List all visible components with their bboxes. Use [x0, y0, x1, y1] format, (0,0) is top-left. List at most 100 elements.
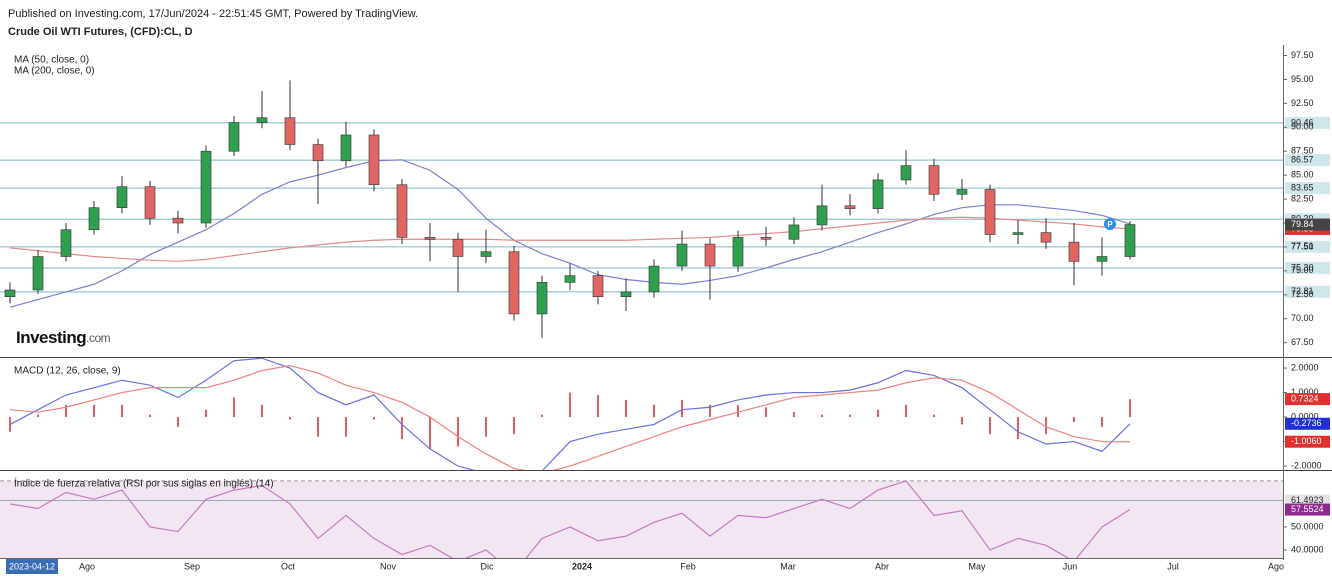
macd-histogram-bar	[793, 412, 795, 418]
candle-body	[172, 217, 184, 224]
value-box	[1285, 393, 1330, 406]
level-box	[1285, 182, 1330, 195]
y-tick-label: 97.50	[1291, 50, 1314, 60]
candle-body	[648, 265, 660, 293]
y-tick-label: 82.50	[1291, 193, 1314, 203]
macd-histogram-bar	[261, 404, 263, 418]
macd-histogram-bar	[345, 417, 347, 437]
watermark: Investing.com	[16, 328, 111, 347]
candle-body	[676, 243, 688, 267]
candle-body	[200, 150, 212, 224]
candle-body	[928, 165, 940, 195]
macd-histogram-bar	[1129, 399, 1131, 418]
value-box	[1285, 435, 1330, 448]
value-box-label: -1.0060	[1291, 436, 1322, 446]
level-label: 83.65	[1291, 182, 1314, 192]
y-tick-label: 2.0000	[1291, 362, 1319, 372]
candle-body	[1068, 241, 1080, 262]
x-tick-label: Abr	[875, 561, 889, 571]
macd-histogram-bar	[765, 407, 767, 418]
macd-histogram-bar	[513, 417, 515, 435]
macd-histogram-bar	[821, 414, 823, 418]
level-label: 75.30	[1291, 262, 1314, 272]
macd-line	[9, 358, 1131, 470]
macd-histogram-bar	[681, 399, 683, 418]
candle-body	[144, 186, 156, 219]
macd-histogram-bar	[1017, 417, 1019, 440]
macd-histogram-bar	[233, 397, 235, 418]
candle-body	[480, 251, 492, 257]
value-box	[1285, 218, 1330, 231]
y-tick-label: 77.50	[1291, 241, 1314, 251]
y-tick-label: 70.00	[1291, 313, 1314, 323]
rsi-line	[9, 480, 1131, 558]
moving-average	[9, 216, 1131, 262]
macd-histogram-bar	[429, 417, 431, 449]
macd-histogram-bar	[961, 417, 963, 425]
candle-body	[116, 186, 128, 208]
y-tick-label: 67.50	[1291, 337, 1314, 347]
level-label: 77.51	[1291, 241, 1314, 251]
candle-body	[508, 251, 520, 315]
candle-body	[424, 237, 436, 240]
y-tick-label: 90.00	[1291, 122, 1314, 132]
macd-histogram-bar	[1073, 417, 1075, 422]
value-box	[1285, 417, 1330, 430]
x-tick-label: May	[968, 561, 986, 571]
y-tick-label: -2.0000	[1291, 460, 1322, 470]
x-tick-label: Dic	[481, 561, 494, 571]
plot-layer: 90.4686.5783.6580.3977.5175.3072.81P97.5…	[0, 50, 1330, 558]
x-tick-label: Oct	[281, 561, 296, 571]
panel-plot	[0, 80, 1283, 338]
macd-histogram-bar	[709, 404, 711, 418]
macd-histogram-bar	[597, 395, 599, 418]
macd-histogram-bar	[989, 417, 991, 435]
candle-body	[60, 229, 72, 257]
x-tick-label: 2024	[572, 561, 592, 571]
y-tick-label: 72.50	[1291, 289, 1314, 299]
x-tick-label: Feb	[680, 561, 696, 571]
cursor-date: 2023-04-12	[9, 561, 55, 571]
value-box-label: 0.7324	[1291, 393, 1319, 403]
macd-histogram-bar	[65, 404, 67, 418]
macd-histogram-bar	[401, 417, 403, 440]
candle-body	[368, 134, 380, 186]
candle-body	[1012, 232, 1024, 235]
macd-histogram-bar	[149, 414, 151, 418]
candle-body	[88, 207, 100, 231]
x-tick-label: Sep	[184, 561, 200, 571]
macd-histogram-bar	[905, 404, 907, 418]
cursor-date-box	[6, 559, 58, 574]
candle-body	[872, 179, 884, 209]
macd-histogram-bar	[457, 417, 459, 447]
candle-body	[452, 238, 464, 257]
candle-body	[284, 117, 296, 145]
y-tick-label: 92.50	[1291, 98, 1314, 108]
candle-body	[1124, 224, 1136, 257]
candle-body	[760, 237, 772, 240]
x-tick-label: Nov	[380, 561, 397, 571]
candle-body	[844, 205, 856, 209]
panel-plot	[9, 358, 1131, 470]
macd-histogram-bar	[485, 417, 487, 437]
candle-body	[228, 122, 240, 152]
candle-body	[956, 189, 968, 195]
rsi-title: Índice de fuerza relativa (RSI por sus s…	[14, 477, 274, 490]
macd-histogram-bar	[849, 414, 851, 418]
candle-body	[32, 256, 44, 291]
ma200-legend: MA (200, close, 0)	[14, 66, 95, 77]
level-label: 72.81	[1291, 286, 1314, 296]
x-tick-label: Mar	[780, 561, 796, 571]
macd-histogram-bar	[121, 404, 123, 418]
level-box	[1285, 154, 1330, 167]
candle-body	[788, 224, 800, 240]
macd-histogram-bar	[289, 417, 291, 420]
macd-histogram-bar	[569, 392, 571, 418]
value-box-label: 79.84	[1291, 219, 1314, 229]
instrument-title: Crude Oil WTI Futures, (CFD):CL, D	[8, 26, 193, 38]
panel-plot	[0, 480, 1283, 558]
x-tick-label: Jul	[1167, 561, 1179, 571]
macd-histogram-bar	[737, 404, 739, 418]
rsi-band	[0, 480, 1283, 558]
